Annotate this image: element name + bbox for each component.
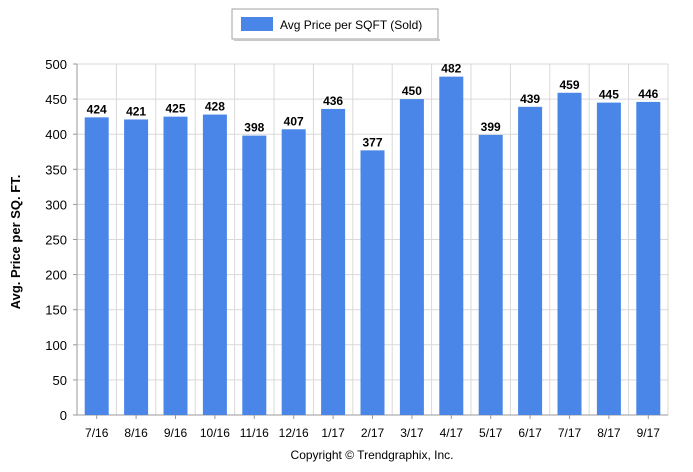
bar xyxy=(596,102,621,416)
bar-value-label: 407 xyxy=(284,114,304,128)
bar-value-label: 482 xyxy=(441,62,461,76)
bar-value-label: 436 xyxy=(323,94,343,108)
bar-value-label: 428 xyxy=(205,100,225,114)
legend-label: Avg Price per SQFT (Sold) xyxy=(280,18,422,32)
bar-value-label: 446 xyxy=(638,87,658,101)
legend: Avg Price per SQFT (Sold) xyxy=(231,8,440,41)
bar xyxy=(242,135,267,415)
bar xyxy=(124,119,149,415)
bar xyxy=(84,117,109,416)
x-tick-label: 3/17 xyxy=(400,426,424,440)
bar xyxy=(321,108,346,415)
x-tick-label: 8/17 xyxy=(597,426,621,440)
bars xyxy=(84,76,661,416)
bar xyxy=(439,76,464,416)
bar xyxy=(281,129,306,415)
x-tick-label: 6/17 xyxy=(518,426,542,440)
y-tick-label: 100 xyxy=(45,338,67,353)
bar-value-label: 399 xyxy=(481,120,501,134)
x-tick-label: 5/17 xyxy=(479,426,503,440)
x-tick-label: 7/16 xyxy=(85,426,109,440)
x-tick-label: 9/17 xyxy=(637,426,661,440)
bar-value-label: 398 xyxy=(244,121,264,135)
bar xyxy=(399,99,424,415)
x-tick-labels: 7/16 8/16 9/16 10/16 11/16 12/16 1/17 2/17 3/17 4… xyxy=(85,426,660,440)
legend-shadow xyxy=(234,39,440,41)
y-tick-label: 400 xyxy=(45,127,67,142)
bar-value-label: 425 xyxy=(165,102,185,116)
y-tick-label: 200 xyxy=(45,268,67,283)
bar-value-label: 445 xyxy=(599,88,619,102)
y-tick-label: 150 xyxy=(45,303,67,318)
copyright-text: Copyright © Trendgraphix, Inc. xyxy=(291,448,454,462)
x-tick-label: 9/16 xyxy=(164,426,188,440)
legend-swatch xyxy=(241,17,273,31)
bar-value-label: 377 xyxy=(362,135,382,149)
y-axis-title: Avg. Price per SQ. FT. xyxy=(8,175,23,310)
x-tick-label: 7/17 xyxy=(558,426,582,440)
bar xyxy=(202,114,227,415)
y-tick-label: 500 xyxy=(45,57,67,72)
bar xyxy=(636,101,661,416)
bar-value-label: 459 xyxy=(559,78,579,92)
bar xyxy=(360,150,385,415)
bar-value-label: 421 xyxy=(126,104,146,118)
y-tick-label: 450 xyxy=(45,92,67,107)
y-tick-labels: 0 50 100 150 200 250 300 350 400 450 500 xyxy=(45,57,67,423)
y-tick-label: 0 xyxy=(60,408,67,423)
bar xyxy=(478,134,503,416)
y-tick-label: 350 xyxy=(45,162,67,177)
x-tick-label: 10/16 xyxy=(200,426,230,440)
data-labels: 424 421 425 428 398 407 436 377 450 482 399 439 459 4… xyxy=(87,62,659,150)
x-tick-label: 1/17 xyxy=(321,426,345,440)
bar xyxy=(557,92,582,416)
bar-value-label: 424 xyxy=(87,102,107,116)
x-tick-label: 8/16 xyxy=(124,426,148,440)
y-tick-label: 50 xyxy=(53,373,67,388)
x-tick-label: 12/16 xyxy=(279,426,309,440)
bar-value-label: 439 xyxy=(520,92,540,106)
bar-value-label: 450 xyxy=(402,84,422,98)
bar xyxy=(163,116,188,416)
x-tick-label: 4/17 xyxy=(440,426,464,440)
x-tick-label: 2/17 xyxy=(361,426,385,440)
y-tick-label: 250 xyxy=(45,233,67,248)
y-tick-label: 300 xyxy=(45,197,67,212)
x-tick-label: 11/16 xyxy=(240,426,269,440)
bar xyxy=(518,106,543,416)
